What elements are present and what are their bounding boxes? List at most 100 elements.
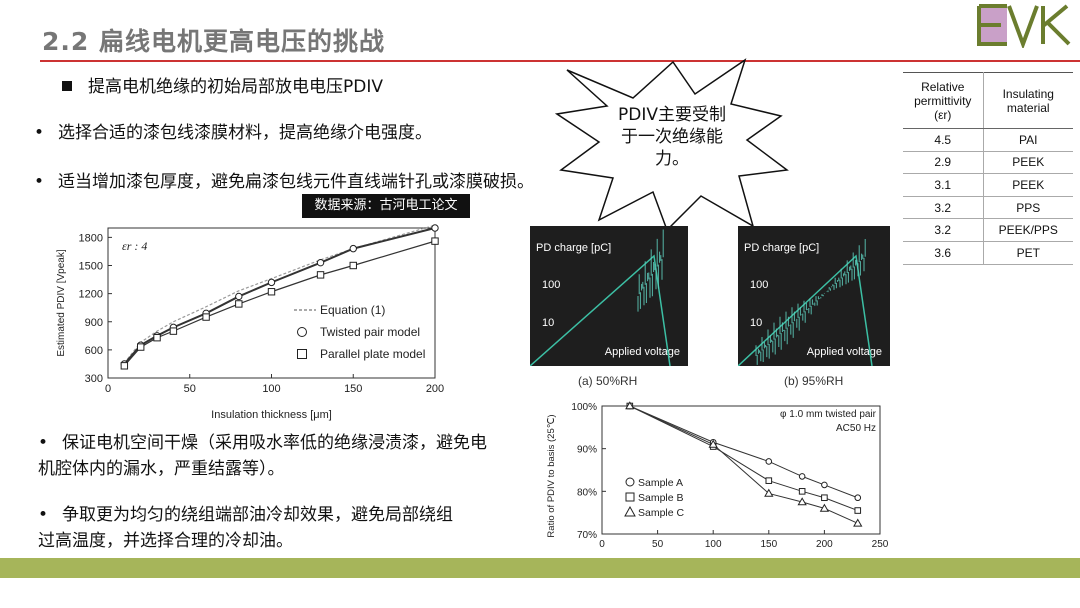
x-axis-label: Insulation thickness [μm] — [211, 409, 332, 421]
material-cell: PAI — [983, 128, 1073, 152]
photo-caption-50rh: (a) 50%RH — [578, 374, 638, 388]
y-axis-label: Ratio of PDIV to basis (25℃) — [546, 414, 557, 537]
table-row: 3.6 PET — [903, 241, 1073, 265]
x-tick-label: 200 — [816, 539, 833, 550]
bullet-dot-icon: • — [34, 172, 45, 192]
data-point — [267, 288, 276, 296]
y-tick-label: 90% — [577, 445, 597, 456]
chart-annotation: φ 1.0 mm twisted pair — [780, 409, 877, 420]
photo-tick-100: 100 — [542, 279, 560, 291]
chart-background — [50, 218, 450, 430]
photo-y-label: PD charge [pC] — [744, 242, 819, 254]
legend-marker — [625, 492, 635, 502]
pdiv-heading-text: 提高电机绝缘的初始局部放电电压PDIV — [88, 77, 383, 97]
data-point — [798, 488, 806, 495]
series-line — [629, 405, 858, 524]
data-point — [202, 313, 210, 321]
bullet-dot-icon: • — [38, 505, 49, 525]
y-tick-label: 70% — [577, 530, 597, 541]
legend-marker — [297, 349, 307, 359]
pd-noise-trace — [637, 229, 664, 312]
x-tick-label: 200 — [426, 383, 444, 395]
y-tick-label: 1200 — [79, 289, 103, 301]
callout-text: PDIV主要受制于一次绝缘能力。 — [618, 105, 726, 169]
data-point — [765, 458, 773, 465]
bullet-item: • 适当增加漆包厚度，避免扁漆包线元件直线端针孔或漆膜破损。 — [34, 169, 534, 195]
photo-x-label: Applied voltage — [605, 346, 680, 358]
callout-starburst: PDIV主要受制于一次绝缘能力。 — [555, 58, 790, 233]
evk-logo — [975, 2, 1075, 50]
data-point — [765, 477, 773, 484]
table-header-material: Insulating material — [983, 72, 1073, 129]
pdiv-heading: 提高电机绝缘的初始局部放电电压PDIV — [62, 76, 383, 98]
x-tick-label: 50 — [652, 539, 664, 550]
table-row: 3.2 PEEK/PPS — [903, 218, 1073, 242]
y-tick-label: 300 — [85, 373, 103, 385]
data-point — [137, 343, 145, 351]
chart-annotation: AC50 Hz — [836, 423, 876, 434]
legend-label: Sample C — [638, 507, 685, 519]
material-cell: PEEK/PPS — [983, 218, 1073, 242]
pd-photo-50rh: PD charge [pC] 100 10 Applied voltage — [529, 226, 688, 370]
data-point — [431, 224, 439, 232]
bullet-dot-icon: • — [38, 433, 49, 453]
legend-label: Parallel plate model — [320, 347, 425, 361]
photo-x-label: Applied voltage — [807, 346, 882, 358]
data-point — [153, 333, 161, 342]
table-header-permittivity: Relative permittivity (εr) — [903, 72, 984, 129]
data-point — [316, 258, 325, 267]
table-row: 2.9 PEEK — [903, 151, 1073, 175]
data-point — [120, 362, 129, 370]
x-tick-label: 150 — [760, 539, 777, 550]
data-source-tag: 数据来源：古河电工论文 — [302, 194, 470, 218]
permittivity-annotation: εr : 4 — [122, 239, 147, 253]
bullet-dot-icon: • — [34, 123, 45, 143]
data-point — [349, 244, 357, 253]
slide-title: 2.2 扁线电机更高电压的挑战 — [42, 27, 385, 56]
square-bullet-icon — [62, 81, 72, 91]
y-tick-label: 80% — [577, 487, 597, 498]
footer-bar — [0, 558, 1080, 578]
legend-label: Equation (1) — [320, 303, 385, 317]
data-point — [267, 278, 276, 287]
photo-y-label: PD charge [pC] — [536, 242, 611, 254]
table-row: 4.5 PAI — [903, 128, 1073, 152]
voltage-ramp-trace — [737, 254, 873, 367]
series-line — [629, 405, 858, 512]
pdiv-thickness-chart: 300 600 900 1200 1500 1800 0 50 100 150 200 Insulat… — [50, 218, 450, 430]
photo-tick-100: 100 — [750, 279, 768, 291]
series-3 — [625, 401, 863, 527]
x-tick-label: 0 — [599, 539, 605, 550]
data-point — [821, 494, 828, 502]
table-row: 3.1 PEEK — [903, 173, 1073, 197]
material-cell: PET — [983, 241, 1073, 265]
data-point — [853, 518, 863, 527]
permittivity-cell: 3.1 — [903, 173, 984, 197]
legend-label: Twisted pair model — [320, 325, 420, 339]
x-tick-label: 0 — [105, 383, 111, 395]
bullet-item: • 保证电机空间干燥（采用吸水率低的绝缘浸渍漆，避免电机腔体内的漏水，严重结露等）… — [38, 430, 498, 482]
permittivity-table: Relative permittivity (εr) Insulating ma… — [903, 72, 1073, 265]
bullet-item: • 选择合适的漆包线漆膜材料，提高绝缘介电强度。 — [34, 120, 504, 146]
data-point — [764, 488, 774, 497]
y-tick-label: 1500 — [79, 261, 103, 273]
data-point — [316, 271, 325, 279]
series-line — [123, 224, 436, 364]
y-tick-label: 1800 — [79, 232, 103, 244]
y-tick-label: 600 — [85, 345, 103, 357]
data-point — [797, 497, 807, 506]
pd-noise-trace — [755, 238, 866, 365]
permittivity-cell: 4.5 — [903, 128, 984, 152]
data-point — [235, 292, 243, 301]
y-axis-label: Estimated PDIV [Vpeak] — [56, 249, 67, 356]
photo-tick-10: 10 — [750, 317, 762, 329]
permittivity-cell: 3.2 — [903, 218, 984, 242]
y-tick-label: 900 — [85, 317, 103, 329]
y-tick-label: 100% — [571, 402, 597, 413]
plot-frame — [601, 405, 881, 535]
data-point — [708, 439, 718, 448]
series-line — [629, 405, 858, 499]
voltage-ramp-trace — [529, 254, 671, 367]
data-point — [854, 507, 862, 514]
photo-caption-95rh: (b) 95%RH — [784, 374, 844, 388]
